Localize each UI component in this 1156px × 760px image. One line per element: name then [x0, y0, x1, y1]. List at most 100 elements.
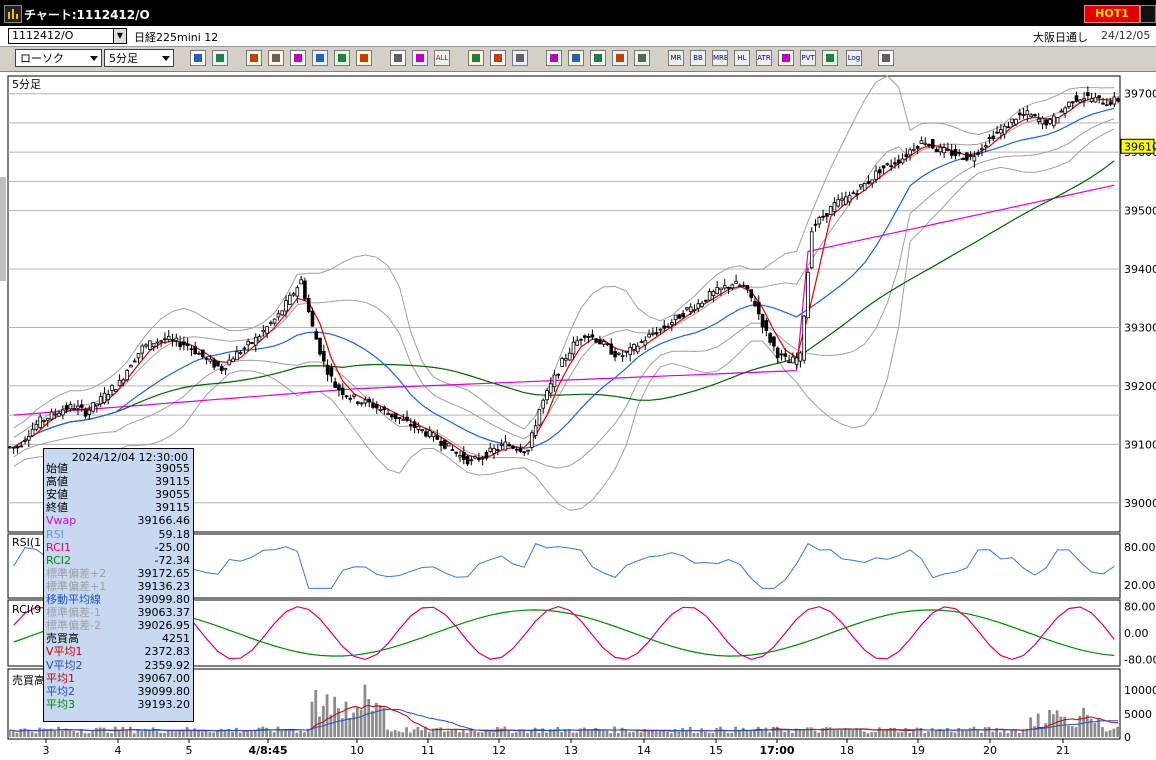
zoom-icon[interactable]: [190, 50, 206, 66]
candle-body: [734, 280, 738, 284]
data-window-label: 移動平均線: [46, 593, 101, 606]
rank-icon[interactable]: [778, 50, 794, 66]
volume-bar: [866, 733, 870, 737]
chart-type-select[interactable]: ローソク: [15, 49, 102, 67]
compare-icon[interactable]: [590, 50, 606, 66]
volume-bar: [749, 729, 753, 737]
trash-icon[interactable]: [356, 50, 372, 66]
volume-bar: [155, 731, 159, 737]
all-icon[interactable]: ALL: [434, 50, 450, 66]
candle-body: [673, 314, 678, 321]
candle-body: [579, 338, 583, 341]
candle-body: [208, 358, 213, 362]
volume-bar: [189, 730, 193, 737]
cursor-icon[interactable]: [268, 50, 284, 66]
data-window-row: RSI 59.18: [46, 528, 190, 541]
symbol-code-input[interactable]: 1112412/O: [8, 28, 117, 44]
data-window-value: 39099.80: [137, 684, 191, 698]
current-price-label: 39610: [1124, 140, 1156, 153]
candle-body: [303, 280, 307, 300]
volume-bar: [889, 727, 893, 737]
chart-area[interactable]: 3900039100392003930039400395003960039700…: [0, 72, 1156, 760]
log-icon[interactable]: Log: [846, 50, 862, 66]
mr-icon[interactable]: MR: [668, 50, 684, 66]
candle-body: [681, 312, 685, 318]
frame-icon[interactable]: [822, 50, 838, 66]
candle-body: [469, 459, 474, 462]
eraser-icon[interactable]: [312, 50, 328, 66]
wrench-icon[interactable]: [490, 50, 506, 66]
candle-body: [1097, 95, 1101, 99]
candle-body: [439, 441, 443, 446]
candle-body: [129, 365, 133, 368]
window-menu-button[interactable]: [1140, 5, 1156, 23]
volume-bar: [91, 730, 94, 737]
candle-body: [946, 149, 950, 151]
candle-body: [132, 360, 137, 363]
candle-body: [1067, 101, 1071, 107]
arrow-icon[interactable]: [290, 50, 306, 66]
candle-body: [999, 129, 1003, 134]
volume-bar: [442, 731, 446, 737]
volume-bar: [1048, 709, 1051, 737]
crosshair-icon[interactable]: [212, 50, 228, 66]
volume-bar: [987, 726, 991, 737]
candle-body: [197, 352, 201, 355]
candle-body: [908, 149, 912, 156]
volume-bar: [1067, 725, 1070, 737]
mre-icon[interactable]: MRE: [712, 50, 728, 66]
volume-bar: [495, 726, 499, 737]
volume-bar: [862, 731, 866, 737]
candle-body: [473, 456, 477, 459]
layout-icon[interactable]: [878, 50, 894, 66]
candle-body: [102, 392, 107, 403]
shift-right-icon[interactable]: [412, 50, 428, 66]
candle-body: [431, 432, 436, 438]
hl-icon[interactable]: HL: [734, 50, 750, 66]
data-window-row: V平均1 2372.83: [46, 646, 190, 658]
bb-icon[interactable]: BB: [690, 50, 706, 66]
volume-bar: [522, 729, 526, 737]
volume-bar: [291, 729, 295, 737]
volume-bar: [132, 733, 136, 737]
hot-button[interactable]: HOT1: [1084, 5, 1140, 23]
candle-body: [730, 284, 735, 289]
rsi-panel-label: RSI(1: [12, 536, 41, 549]
candle-body: [265, 326, 269, 334]
atr-icon[interactable]: ATR: [756, 50, 772, 66]
info-icon[interactable]: [634, 50, 650, 66]
volume-bar: [1029, 717, 1033, 737]
palette-icon[interactable]: [512, 50, 528, 66]
candle-body: [465, 455, 470, 465]
candle-body: [174, 337, 179, 342]
candle-body: [272, 318, 277, 324]
candle-body: [753, 300, 757, 307]
candle-body: [8, 446, 12, 449]
list-icon[interactable]: [334, 50, 350, 66]
pen-icon[interactable]: [246, 50, 262, 66]
candle-body: [204, 357, 209, 360]
volume-bar: [1025, 728, 1029, 737]
volume-bar: [53, 730, 57, 737]
side-splitter[interactable]: [0, 177, 6, 281]
symbol-dropdown-button[interactable]: ▼: [113, 28, 127, 44]
pvt-icon[interactable]: PVT: [800, 50, 816, 66]
export-icon[interactable]: [546, 50, 562, 66]
candle-body: [159, 340, 163, 343]
shift-left-icon[interactable]: [390, 50, 406, 66]
volume-bar: [1006, 733, 1010, 737]
search-icon[interactable]: [568, 50, 584, 66]
price-axis-label: 39100: [1124, 438, 1156, 451]
gear-icon[interactable]: [468, 50, 484, 66]
price-axis-label: 39700: [1124, 88, 1156, 101]
data-window-value: 39067.00: [137, 671, 191, 685]
candle-body: [832, 202, 837, 212]
volume-bar: [957, 728, 961, 737]
volume-bar: [711, 732, 715, 737]
candle-body: [707, 291, 712, 301]
data-window-value: 39172.65: [137, 566, 191, 580]
timeframe-select[interactable]: 5分足: [104, 49, 174, 67]
data-window-row: 高値 39115: [46, 476, 190, 488]
alert-icon[interactable]: [612, 50, 628, 66]
volume-bar: [980, 732, 983, 737]
